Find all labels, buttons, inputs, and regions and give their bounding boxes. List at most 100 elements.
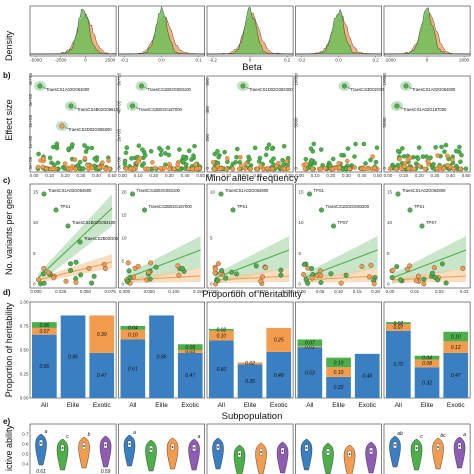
variants-point	[102, 266, 108, 272]
variants-point	[258, 278, 264, 284]
variants-point	[305, 280, 311, 286]
effect-point-orange	[387, 166, 393, 172]
variants-point	[179, 266, 185, 272]
effect-point-green	[80, 166, 86, 172]
heritability-bar-label: 0.07	[305, 341, 315, 347]
effect-point-orange	[336, 161, 341, 166]
heritability-bar-label: 0.86	[68, 355, 78, 361]
effect-xtick-label: 0.40	[92, 173, 101, 178]
effect-xtick-label: 0.00	[30, 173, 39, 178]
heritability-bar-label: 0.06	[39, 323, 49, 329]
variants-point	[259, 274, 265, 280]
effect-point-green	[415, 156, 421, 162]
heritability-bar-orange	[414, 359, 440, 368]
effect-point-green	[256, 159, 262, 164]
effect-point-orange	[347, 166, 352, 172]
effect-leader	[144, 86, 148, 90]
heritability-bar-green	[209, 328, 234, 331]
variants-highlight-point	[130, 191, 135, 197]
density-tick-label: 0.2	[372, 58, 379, 63]
effect-ytick-label: 3e+05	[28, 93, 33, 106]
heritability-category-label: Elite	[67, 402, 80, 409]
effect-point-orange	[302, 166, 308, 172]
effect-xtick-label: 0.40	[181, 173, 190, 178]
effect-leader	[73, 106, 78, 110]
density-green	[118, 6, 205, 55]
heritability-bar-blue	[443, 352, 469, 398]
variants-highlight-point	[230, 207, 236, 213]
effect-point-orange	[128, 166, 133, 172]
effect-point-green	[400, 146, 405, 151]
variants-ytick-label: 5	[33, 251, 36, 256]
variants-gene-label: TraesCS1A02G064800	[225, 188, 269, 193]
density-tick-label: -0.2	[298, 58, 306, 63]
violin-letter: a	[463, 432, 466, 438]
variants-gene-label: TraesCS1B02G063100	[72, 220, 116, 225]
effect-point-orange	[167, 166, 172, 172]
density-tick-label: 2500	[105, 58, 116, 63]
variants-gene-label: TraesCS1A02G064800	[48, 188, 92, 193]
variants-point	[229, 269, 235, 275]
variants-point	[215, 261, 221, 267]
effect-ytick-label: 0e+00	[28, 156, 33, 169]
effect-highlight-point	[342, 83, 347, 89]
variants-point	[263, 265, 269, 271]
effect-point-orange	[422, 166, 428, 172]
heritability-bar-blue	[89, 352, 115, 398]
effect-point-orange	[40, 164, 46, 170]
variants-panel-5: 0 5 10 15 0.00 0.01 0.02 0.03 TraesCS1A02G064800…	[383, 183, 471, 294]
heritability-bar-label: 0.61	[128, 367, 138, 373]
effect-xtick-label: 0.30	[342, 173, 351, 178]
variants-fit-orange	[303, 275, 378, 281]
effect-point-orange	[445, 153, 450, 159]
effect-xtick-label: 0.20	[415, 173, 424, 178]
variants-highlight-point	[419, 223, 425, 229]
effect-point-green	[309, 158, 314, 163]
effect-leader	[64, 126, 69, 130]
effect-xtick-label: 0.40	[358, 173, 367, 178]
effect-point-orange	[230, 166, 236, 172]
variants-gene-label: TraesCS2B02G187000	[149, 204, 193, 209]
effect-point-green	[212, 151, 218, 157]
violin-median	[128, 443, 131, 445]
heritability-bar-orange	[237, 362, 263, 365]
effect-point-green	[368, 157, 373, 163]
effect-point-orange	[158, 165, 163, 171]
effect-xtick-label: 0.20	[238, 173, 247, 178]
effect-point-orange	[224, 166, 230, 172]
violin-letter: a	[45, 429, 48, 435]
variants-xtick-label: 0.050	[80, 289, 92, 294]
violin-body	[365, 441, 377, 474]
heritability-category-label: Exotic	[270, 402, 288, 409]
effect-point-green	[123, 150, 129, 155]
variants-highlight-point	[65, 223, 71, 229]
effect-point-green	[140, 147, 145, 152]
variants-ytick-label: 0	[122, 282, 125, 287]
variants-point	[41, 280, 47, 286]
effect-point-green	[345, 146, 351, 151]
effect-point-orange	[411, 166, 417, 172]
variants-point	[431, 265, 437, 271]
variants-ytick-label: 0	[387, 282, 390, 287]
effect-point-orange	[123, 166, 129, 172]
variants-point	[404, 266, 410, 272]
variants-point	[41, 265, 47, 271]
effect-panel-1: 0e+00 1e+05 2e+05 3e+05 4e+05 0.00 0.10 0.20 0.3…	[28, 72, 121, 178]
effect-gene-label: TraesCS1D02G083300	[249, 87, 293, 92]
variants-band-green	[392, 236, 467, 284]
variants-xtick-label: 0.10	[334, 289, 343, 294]
effect-point-green	[36, 151, 41, 157]
violin-body	[123, 434, 136, 467]
variants-highlight-point	[142, 207, 147, 213]
heritability-bar-label: 0.07	[393, 325, 403, 331]
violin-median	[217, 446, 219, 448]
effect-point-orange	[171, 166, 177, 172]
effect-point-green	[373, 159, 379, 165]
effect-point-green	[166, 152, 172, 158]
effect-point-green	[303, 156, 309, 162]
variants-y-label: No. variants per gene	[4, 189, 14, 275]
effect-point-orange	[406, 166, 411, 171]
effect-point-green	[143, 153, 148, 158]
effect-leader	[399, 106, 404, 110]
density-tick-label: -2000	[384, 58, 396, 63]
